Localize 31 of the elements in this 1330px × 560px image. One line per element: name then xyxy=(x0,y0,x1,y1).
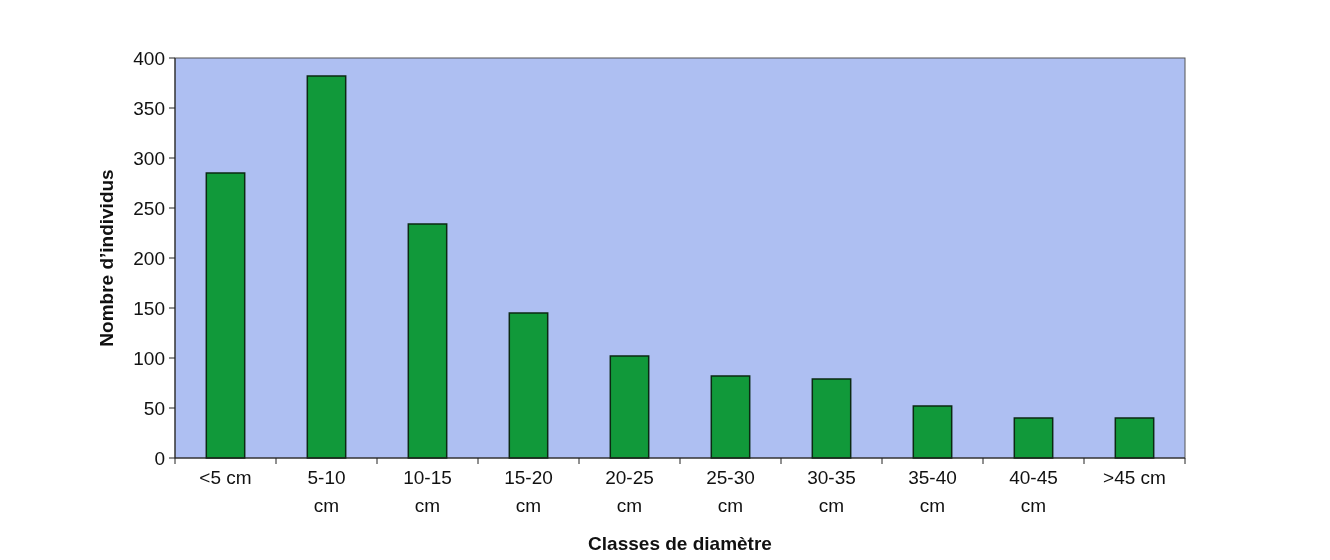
y-tick-label: 0 xyxy=(154,447,165,469)
y-tick-label: 400 xyxy=(133,47,165,69)
y-tick-label: 250 xyxy=(133,197,165,219)
x-tick-label: 35-40 cm xyxy=(908,467,957,516)
x-tick-label: 25-30 cm xyxy=(706,467,755,516)
x-tick-label: 40-45 cm xyxy=(1009,467,1058,516)
y-tick-label: 150 xyxy=(133,297,165,319)
bar xyxy=(609,355,650,459)
bar xyxy=(1114,417,1155,459)
y-tick-label: 200 xyxy=(133,247,165,269)
y-axis-title: Nombre d’individus xyxy=(96,169,117,347)
x-tick-label: 15-20 cm xyxy=(504,467,553,516)
bar xyxy=(306,75,347,459)
x-tick-label: 30-35 cm xyxy=(807,467,856,516)
x-tick-label: 5-10 cm xyxy=(307,467,346,516)
x-tick-label: 10-15 cm xyxy=(403,467,452,516)
bar xyxy=(407,223,448,459)
x-tick-label: <5 cm xyxy=(199,467,252,488)
x-axis-title: Classes de diamètre xyxy=(588,533,772,554)
y-tick-label: 50 xyxy=(143,397,165,419)
x-tick-label: 20-25 cm xyxy=(605,467,654,516)
y-tick-label: 350 xyxy=(133,97,165,119)
bar xyxy=(205,172,246,459)
bar xyxy=(508,312,549,459)
x-tick-label: >45 cm xyxy=(1103,467,1166,488)
y-tick-label: 100 xyxy=(133,347,165,369)
bar xyxy=(912,405,953,459)
bar xyxy=(1013,417,1054,459)
bar xyxy=(811,378,852,459)
y-tick-label: 300 xyxy=(133,147,165,169)
bar xyxy=(710,375,751,459)
